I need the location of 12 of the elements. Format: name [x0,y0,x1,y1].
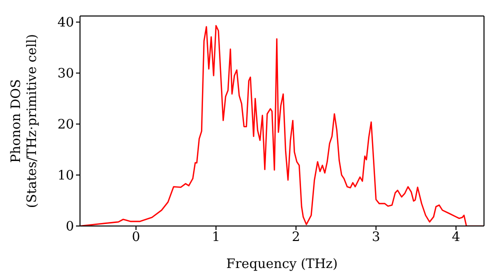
x-tick-label: 3 [372,230,380,246]
x-axis-title: Frequency (THz) [226,257,338,272]
y-tick-label: 40 [57,16,74,31]
x-tick-label: 4 [452,230,460,246]
x-tick-label: 1 [212,230,220,246]
y-tick-label: 20 [57,118,74,133]
y-tick-label: 10 [57,168,74,184]
x-tick-label: 2 [292,230,300,246]
y-tick-label: 0 [66,220,74,235]
y-tick-label: 30 [57,66,74,82]
x-tick-label: 0 [132,230,140,246]
y-axis-title: Phonon DOS (States/THz·primitive cell) [9,34,40,208]
